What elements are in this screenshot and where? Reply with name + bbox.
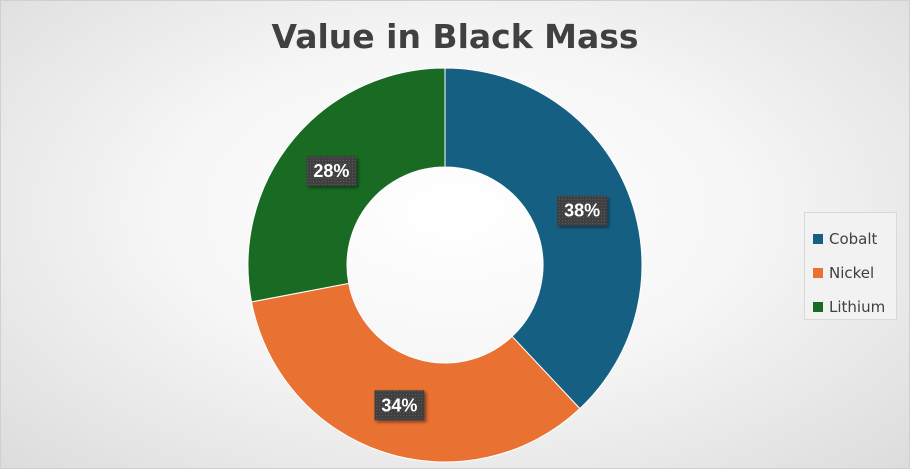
data-label-nickel: 34% — [374, 390, 425, 421]
data-label-text-cobalt: 38% — [564, 201, 600, 221]
legend: Cobalt Nickel Lithium — [804, 212, 897, 320]
data-label-text-nickel: 34% — [381, 395, 417, 415]
legend-swatch-cobalt — [813, 234, 823, 244]
data-label-box-cobalt — [557, 195, 608, 226]
data-label-cobalt: 38% — [557, 195, 608, 226]
slice-cobalt — [444, 67, 643, 410]
legend-item-lithium: Lithium — [805, 290, 896, 324]
legend-label-nickel: Nickel — [829, 264, 875, 282]
data-label-box-nickel — [374, 390, 425, 421]
legend-swatch-lithium — [813, 302, 823, 312]
legend-item-nickel: Nickel — [805, 256, 896, 290]
legend-label-lithium: Lithium — [829, 298, 886, 316]
data-label-lithium: 28% — [306, 155, 357, 186]
chart-title: Value in Black Mass — [271, 17, 639, 56]
legend-swatch-nickel — [813, 268, 823, 278]
legend-label-cobalt: Cobalt — [829, 230, 878, 248]
data-label-box-lithium — [306, 155, 357, 186]
data-label-text-lithium: 28% — [313, 161, 349, 181]
legend-item-cobalt: Cobalt — [805, 222, 896, 256]
slice-nickel — [250, 282, 581, 463]
